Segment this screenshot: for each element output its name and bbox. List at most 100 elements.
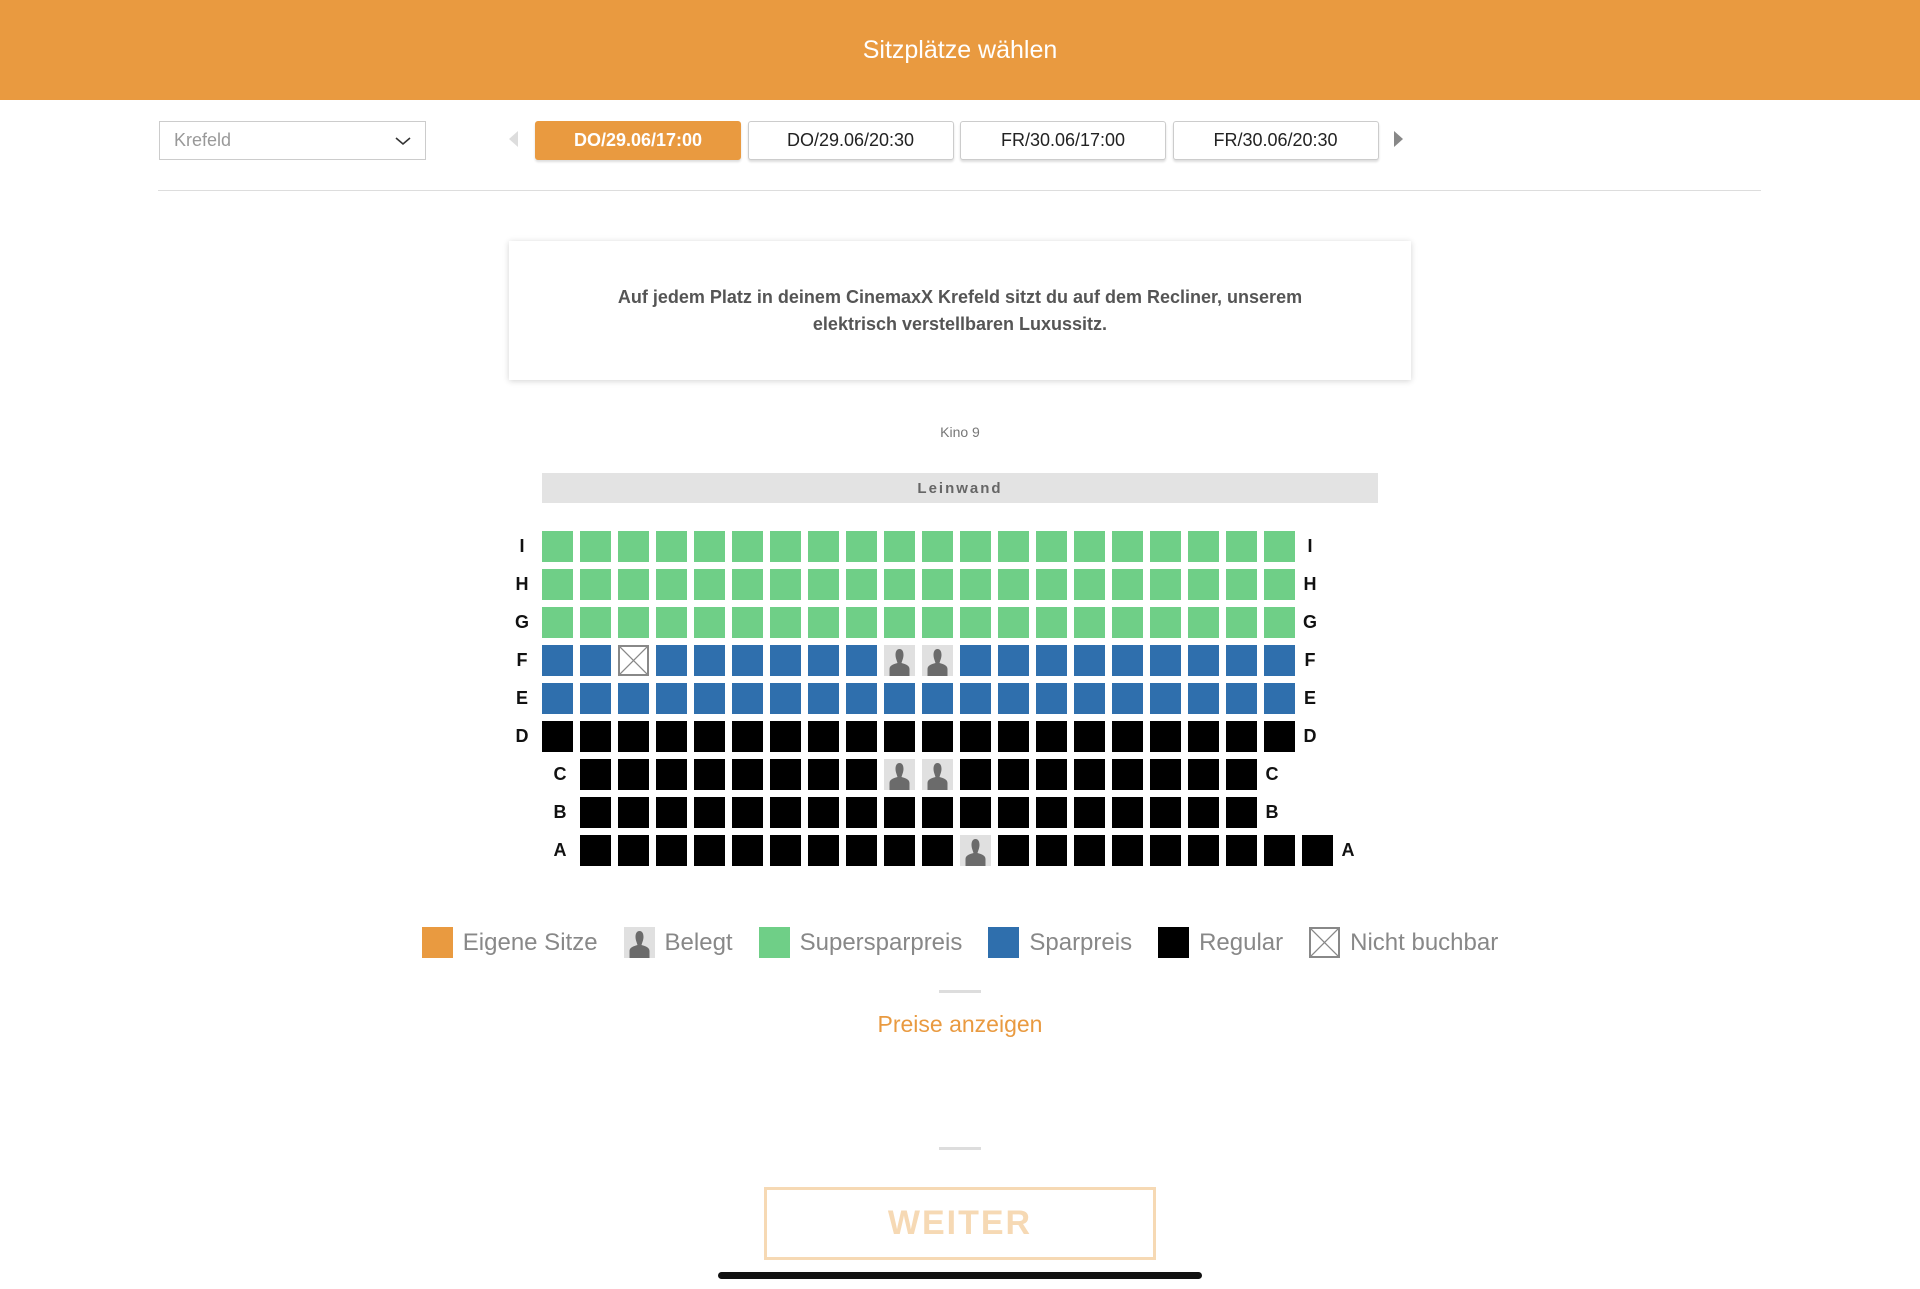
seat[interactable] — [960, 721, 991, 752]
seat[interactable] — [618, 531, 649, 562]
seat[interactable] — [1112, 569, 1143, 600]
seat[interactable] — [732, 835, 763, 866]
seat[interactable] — [884, 607, 915, 638]
seat[interactable] — [732, 683, 763, 714]
seat[interactable] — [580, 721, 611, 752]
showtime-tab[interactable]: DO/29.06/17:00 — [535, 121, 741, 160]
seat[interactable] — [656, 721, 687, 752]
seat[interactable] — [694, 683, 725, 714]
seat[interactable] — [732, 607, 763, 638]
seat[interactable] — [694, 569, 725, 600]
showtime-tab[interactable]: FR/30.06/20:30 — [1172, 121, 1379, 160]
next-showtime-arrow-icon[interactable] — [1394, 131, 1403, 147]
seat[interactable] — [580, 645, 611, 676]
seat[interactable] — [998, 835, 1029, 866]
seat[interactable] — [580, 607, 611, 638]
seat[interactable] — [884, 531, 915, 562]
show-prices-link[interactable]: Preise anzeigen — [877, 1011, 1043, 1037]
seat[interactable] — [1264, 721, 1295, 752]
seat[interactable] — [732, 531, 763, 562]
showtime-tab[interactable]: FR/30.06/17:00 — [960, 121, 1166, 160]
seat[interactable] — [960, 569, 991, 600]
seat[interactable] — [1074, 569, 1105, 600]
seat[interactable] — [656, 607, 687, 638]
seat[interactable] — [1226, 835, 1257, 866]
seat[interactable] — [1074, 797, 1105, 828]
seat[interactable] — [846, 683, 877, 714]
seat[interactable] — [1150, 569, 1181, 600]
seat[interactable] — [618, 721, 649, 752]
seat[interactable] — [1074, 683, 1105, 714]
seat[interactable] — [618, 569, 649, 600]
seat[interactable] — [1226, 645, 1257, 676]
seat[interactable] — [542, 569, 573, 600]
seat[interactable] — [1112, 607, 1143, 638]
seat[interactable] — [1264, 569, 1295, 600]
prev-showtime-arrow-icon[interactable] — [509, 131, 518, 147]
seat[interactable] — [998, 569, 1029, 600]
seat[interactable] — [998, 721, 1029, 752]
seat[interactable] — [808, 531, 839, 562]
seat[interactable] — [542, 607, 573, 638]
seat[interactable] — [1226, 759, 1257, 790]
seat[interactable] — [808, 569, 839, 600]
seat[interactable] — [808, 759, 839, 790]
seat[interactable] — [1150, 759, 1181, 790]
seat[interactable] — [1264, 835, 1295, 866]
seat[interactable] — [1112, 759, 1143, 790]
seat[interactable] — [846, 759, 877, 790]
seat[interactable] — [1188, 797, 1219, 828]
seat[interactable] — [922, 835, 953, 866]
seat[interactable] — [1112, 835, 1143, 866]
seat[interactable] — [808, 607, 839, 638]
seat[interactable] — [1188, 835, 1219, 866]
seat[interactable] — [922, 569, 953, 600]
seat[interactable] — [1188, 683, 1219, 714]
seat[interactable] — [580, 531, 611, 562]
seat[interactable] — [1036, 835, 1067, 866]
seat[interactable] — [694, 607, 725, 638]
seat[interactable] — [1036, 683, 1067, 714]
seat[interactable] — [770, 645, 801, 676]
seat[interactable] — [580, 569, 611, 600]
seat[interactable] — [960, 683, 991, 714]
seat[interactable] — [694, 645, 725, 676]
seat[interactable] — [846, 607, 877, 638]
seat[interactable] — [542, 683, 573, 714]
seat[interactable] — [922, 797, 953, 828]
seat[interactable] — [1150, 607, 1181, 638]
seat[interactable] — [732, 645, 763, 676]
seat[interactable] — [542, 721, 573, 752]
seat[interactable] — [808, 721, 839, 752]
seat[interactable] — [580, 835, 611, 866]
seat[interactable] — [1074, 721, 1105, 752]
seat[interactable] — [884, 683, 915, 714]
seat[interactable] — [1074, 645, 1105, 676]
seat[interactable] — [846, 569, 877, 600]
seat[interactable] — [656, 759, 687, 790]
seat[interactable] — [1188, 645, 1219, 676]
seat[interactable] — [1188, 759, 1219, 790]
seat[interactable] — [922, 531, 953, 562]
seat[interactable] — [1150, 835, 1181, 866]
seat[interactable] — [1264, 531, 1295, 562]
seat[interactable] — [998, 683, 1029, 714]
location-select[interactable]: Krefeld — [159, 121, 426, 160]
seat[interactable] — [846, 531, 877, 562]
seat[interactable] — [1150, 683, 1181, 714]
seat[interactable] — [884, 797, 915, 828]
seat[interactable] — [770, 797, 801, 828]
seat[interactable] — [1112, 683, 1143, 714]
seat[interactable] — [998, 759, 1029, 790]
seat[interactable] — [618, 835, 649, 866]
seat[interactable] — [1036, 759, 1067, 790]
seat[interactable] — [1150, 645, 1181, 676]
seat[interactable] — [1074, 607, 1105, 638]
seat[interactable] — [846, 645, 877, 676]
seat[interactable] — [542, 531, 573, 562]
seat[interactable] — [580, 683, 611, 714]
seat[interactable] — [1112, 797, 1143, 828]
seat[interactable] — [694, 759, 725, 790]
seat[interactable] — [770, 569, 801, 600]
seat[interactable] — [1112, 531, 1143, 562]
